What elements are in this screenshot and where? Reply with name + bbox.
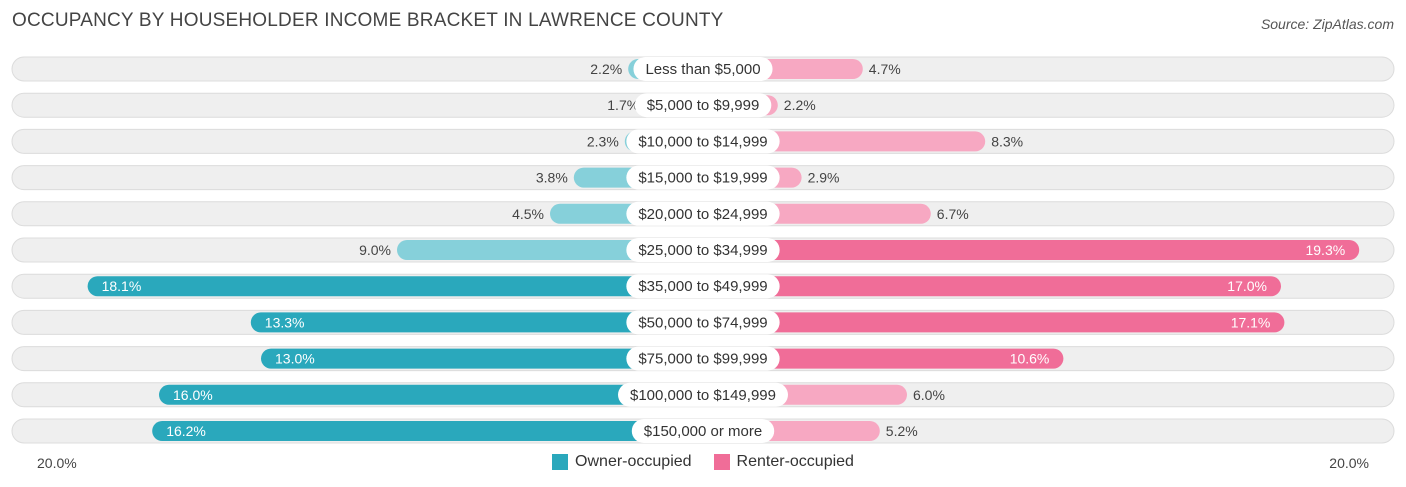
category-pill bbox=[631, 419, 775, 443]
category-label: $5,000 to $9,999 bbox=[647, 97, 760, 114]
value-label-renter: 17.1% bbox=[1231, 314, 1271, 330]
source-note: Source: ZipAtlas.com bbox=[1260, 16, 1394, 32]
axis-label-left: 20.0% bbox=[37, 455, 77, 471]
category-label: $75,000 to $99,999 bbox=[638, 351, 767, 368]
category-pill bbox=[626, 165, 780, 190]
category-label: $20,000 to $24,999 bbox=[638, 206, 767, 223]
value-label-owner: 13.0% bbox=[275, 351, 315, 367]
bar-renter bbox=[703, 240, 1360, 260]
bar-owner bbox=[159, 384, 703, 405]
value-label-renter: 6.0% bbox=[913, 387, 945, 403]
legend-label-renter: Renter-occupied bbox=[736, 453, 854, 470]
value-label-renter: 10.6% bbox=[1010, 351, 1050, 367]
category-pill bbox=[626, 310, 780, 335]
legend-swatch-renter bbox=[713, 454, 730, 470]
bar-owner bbox=[397, 240, 703, 260]
value-label-owner: 3.8% bbox=[536, 170, 568, 186]
category-pill bbox=[626, 274, 780, 299]
category-pill bbox=[634, 93, 772, 118]
value-label-owner: 2.3% bbox=[587, 133, 619, 149]
bar-owner bbox=[152, 421, 703, 441]
bar-owner bbox=[250, 312, 704, 333]
category-pill bbox=[618, 382, 788, 407]
value-label-renter: 8.3% bbox=[991, 133, 1023, 149]
category-label: $150,000 or more bbox=[644, 423, 762, 440]
value-label-owner: 1.7% bbox=[607, 97, 639, 113]
value-label-renter: 2.2% bbox=[784, 97, 816, 113]
category-pill bbox=[633, 57, 773, 81]
value-label-owner: 18.1% bbox=[102, 278, 142, 294]
axis-label-right: 20.0% bbox=[1329, 455, 1369, 471]
value-label-owner: 13.3% bbox=[265, 314, 305, 330]
value-label-owner: 16.0% bbox=[173, 387, 213, 403]
category-label: $15,000 to $19,999 bbox=[638, 170, 767, 187]
category-pill bbox=[626, 238, 780, 262]
bar-renter bbox=[703, 276, 1281, 297]
legend-label-owner: Owner-occupied bbox=[575, 453, 692, 470]
legend: Owner-occupied Renter-occupied bbox=[0, 453, 1406, 471]
value-label-owner: 9.0% bbox=[359, 242, 391, 258]
value-label-renter: 6.7% bbox=[937, 206, 969, 222]
value-label-renter: 2.9% bbox=[808, 170, 840, 186]
value-label-renter: 4.7% bbox=[869, 61, 901, 77]
value-label-owner: 4.5% bbox=[512, 206, 544, 222]
category-label: $35,000 to $49,999 bbox=[638, 278, 767, 295]
category-label: $25,000 to $34,999 bbox=[638, 242, 767, 259]
legend-item-owner: Owner-occupied bbox=[552, 453, 692, 471]
category-pill bbox=[626, 346, 780, 371]
category-label: $10,000 to $14,999 bbox=[638, 133, 767, 150]
legend-swatch-owner bbox=[552, 454, 569, 470]
value-label-renter: 17.0% bbox=[1227, 278, 1267, 294]
bar-renter bbox=[703, 312, 1285, 333]
bar-owner bbox=[261, 348, 703, 369]
category-pill bbox=[626, 201, 780, 226]
category-label: $100,000 to $149,999 bbox=[630, 387, 776, 404]
value-label-renter: 19.3% bbox=[1305, 242, 1345, 258]
bar-renter bbox=[703, 348, 1064, 369]
value-label-owner: 2.2% bbox=[590, 61, 622, 77]
category-label: $50,000 to $74,999 bbox=[638, 314, 767, 331]
category-pill bbox=[626, 129, 780, 154]
legend-item-renter: Renter-occupied bbox=[713, 453, 854, 471]
chart-title: OCCUPANCY BY HOUSEHOLDER INCOME BRACKET … bbox=[12, 10, 724, 31]
category-label: Less than $5,000 bbox=[645, 61, 760, 78]
value-label-renter: 5.2% bbox=[886, 423, 918, 439]
bar-owner bbox=[87, 276, 704, 297]
value-label-owner: 16.2% bbox=[166, 423, 206, 439]
